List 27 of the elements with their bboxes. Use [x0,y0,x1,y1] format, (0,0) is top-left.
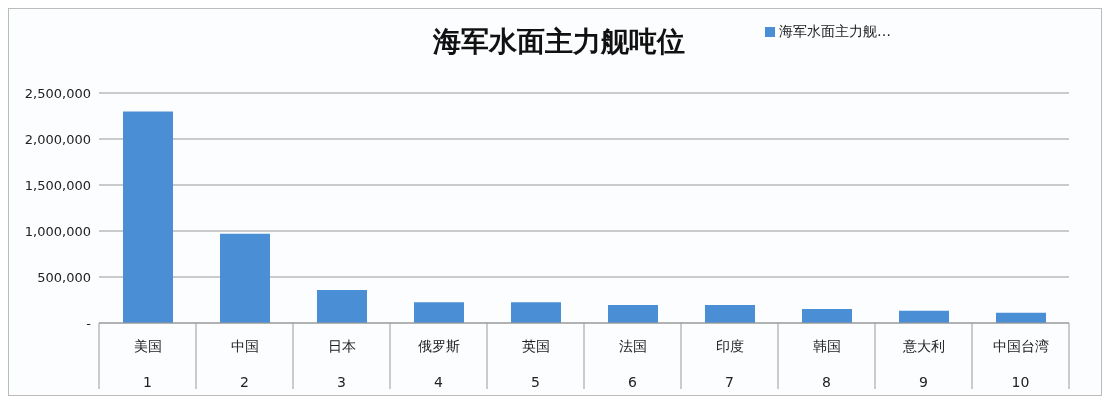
bar [414,302,464,323]
y-tick-label: - [86,315,92,331]
bar [705,305,755,323]
bar [317,289,367,323]
y-tick-label: 500,000 [37,269,91,285]
y-tick-label: 2,000,000 [24,131,91,147]
y-tick-label: 1,500,000 [24,177,91,193]
category-label: 中国台湾 10 [992,338,1049,390]
y-tick-label: 1,000,000 [24,223,91,239]
chart-title: 海军水面主力舰吨位 [432,24,686,60]
bar [511,302,561,323]
legend-label: 海军水面主力舰… [779,23,891,39]
category-label: 韩国 8 [812,338,841,390]
bar [608,305,658,323]
category-label: 日本 3 [327,338,356,390]
category-label: 意大利 9 [902,338,945,390]
category-label: 英国 5 [521,338,550,390]
bar [220,233,270,323]
bar [802,308,852,323]
bar [123,111,173,323]
category-label: 俄罗斯 4 [417,338,460,390]
category-label: 印度 7 [715,338,744,390]
category-label: 法国 6 [618,338,647,390]
category-label: 中国 2 [230,338,259,390]
y-tick-label: 2,500,000 [24,85,91,101]
bar [899,310,949,323]
category-label: 美国 1 [133,338,162,390]
